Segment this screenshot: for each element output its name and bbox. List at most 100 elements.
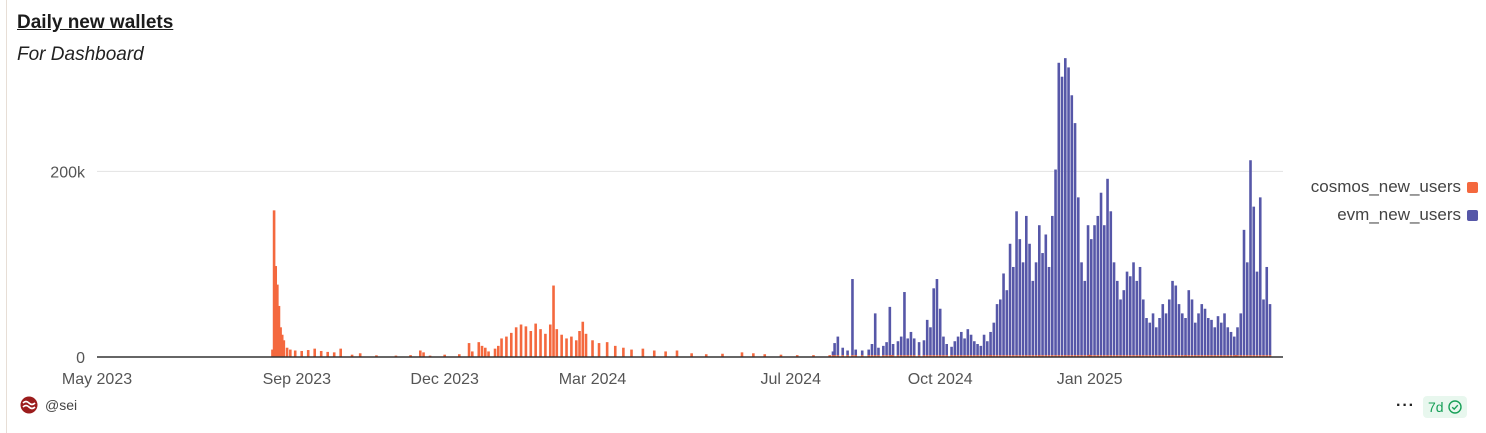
bar-cosmos[interactable] — [960, 355, 963, 357]
bar-cosmos[interactable] — [276, 284, 279, 357]
bar-evm[interactable] — [882, 345, 885, 356]
bar-evm[interactable] — [1239, 313, 1243, 356]
bar-cosmos[interactable] — [332, 352, 336, 357]
bar-evm[interactable] — [854, 349, 858, 356]
bar-evm[interactable] — [1229, 331, 1233, 356]
bar-evm[interactable] — [1063, 58, 1067, 356]
bar-cosmos[interactable] — [1073, 355, 1077, 357]
bar-cosmos[interactable] — [1219, 355, 1223, 357]
bar-evm[interactable] — [1115, 280, 1119, 356]
bar-evm[interactable] — [1005, 290, 1009, 356]
bar-evm[interactable] — [1236, 327, 1239, 356]
bar-evm[interactable] — [1031, 280, 1035, 356]
bar-evm[interactable] — [956, 336, 960, 356]
bar-cosmos[interactable] — [271, 349, 274, 357]
bar-evm[interactable] — [1099, 192, 1103, 356]
bar-evm[interactable] — [1034, 262, 1038, 356]
bar-cosmos[interactable] — [1135, 355, 1139, 357]
bar-evm[interactable] — [1206, 318, 1210, 356]
bar-cosmos[interactable] — [870, 355, 874, 357]
bar-cosmos[interactable] — [1086, 355, 1090, 357]
bar-evm[interactable] — [1135, 280, 1139, 356]
bar-evm[interactable] — [938, 308, 942, 356]
bar-cosmos[interactable] — [282, 340, 286, 357]
bar-cosmos[interactable] — [932, 355, 935, 357]
bar-cosmos[interactable] — [882, 355, 885, 357]
bar-cosmos[interactable] — [841, 355, 845, 357]
bar-cosmos[interactable] — [375, 355, 378, 357]
bar-evm[interactable] — [1080, 262, 1083, 356]
bar-evm[interactable] — [1148, 322, 1152, 356]
bar-cosmos[interactable] — [306, 350, 310, 357]
bar-cosmos[interactable] — [1067, 355, 1070, 357]
bar-evm[interactable] — [1047, 266, 1051, 356]
bar-cosmos[interactable] — [285, 347, 289, 357]
bar-evm[interactable] — [1138, 266, 1142, 356]
bar-cosmos[interactable] — [280, 334, 284, 357]
bar-cosmos[interactable] — [704, 354, 708, 357]
bar-cosmos[interactable] — [457, 354, 461, 357]
bar-cosmos[interactable] — [1145, 355, 1148, 357]
bar-cosmos[interactable] — [552, 285, 555, 357]
bar-cosmos[interactable] — [1002, 355, 1005, 357]
bar-evm[interactable] — [953, 341, 957, 356]
bar-cosmos[interactable] — [534, 323, 537, 357]
bar-cosmos[interactable] — [867, 355, 871, 357]
bar-evm[interactable] — [906, 338, 910, 356]
bar-cosmos[interactable] — [1047, 355, 1051, 357]
bar-cosmos[interactable] — [1034, 355, 1038, 357]
bar-cosmos[interactable] — [812, 355, 815, 357]
bar-evm[interactable] — [1223, 313, 1226, 356]
bar-cosmos[interactable] — [1141, 355, 1145, 357]
bar-evm[interactable] — [899, 336, 903, 356]
bar-cosmos[interactable] — [565, 338, 568, 357]
bar-evm[interactable] — [831, 351, 835, 356]
bar-evm[interactable] — [935, 279, 939, 356]
bar-cosmos[interactable] — [1083, 355, 1087, 357]
bar-evm[interactable] — [885, 342, 888, 356]
bar-evm[interactable] — [873, 313, 877, 356]
bar-cosmos[interactable] — [1028, 355, 1031, 357]
bar-evm[interactable] — [950, 346, 953, 356]
bar-cosmos[interactable] — [422, 352, 425, 357]
bar-cosmos[interactable] — [969, 355, 973, 357]
bar-cosmos[interactable] — [929, 355, 932, 357]
bar-evm[interactable] — [1070, 95, 1074, 356]
bar-cosmos[interactable] — [1093, 355, 1096, 357]
bar-cosmos[interactable] — [1148, 355, 1152, 357]
bar-evm[interactable] — [1021, 262, 1025, 356]
bar-cosmos[interactable] — [1115, 355, 1119, 357]
bar-cosmos[interactable] — [899, 355, 903, 357]
bar-cosmos[interactable] — [752, 353, 755, 357]
bar-cosmos[interactable] — [906, 355, 910, 357]
bar-evm[interactable] — [836, 336, 840, 356]
bar-evm[interactable] — [1125, 271, 1129, 356]
bar-evm[interactable] — [1083, 280, 1087, 356]
bar-evm[interactable] — [851, 279, 854, 356]
bar-cosmos[interactable] — [630, 349, 633, 357]
bar-cosmos[interactable] — [854, 355, 858, 357]
bar-evm[interactable] — [1096, 215, 1100, 356]
bar-cosmos[interactable] — [641, 348, 645, 357]
bar-evm[interactable] — [1171, 280, 1174, 356]
bar-evm[interactable] — [1132, 262, 1135, 356]
bar-cosmos[interactable] — [989, 355, 992, 357]
bar-cosmos[interactable] — [664, 351, 667, 357]
bar-cosmos[interactable] — [467, 343, 471, 357]
bar-cosmos[interactable] — [480, 345, 484, 357]
bar-cosmos[interactable] — [1041, 355, 1044, 357]
bar-cosmos[interactable] — [274, 266, 278, 357]
period-badge[interactable]: 7d — [1423, 396, 1467, 418]
bar-cosmos[interactable] — [973, 355, 976, 357]
bar-evm[interactable] — [1018, 239, 1022, 356]
bar-cosmos[interactable] — [443, 354, 446, 357]
bar-cosmos[interactable] — [995, 355, 999, 357]
bar-cosmos[interactable] — [953, 355, 957, 357]
bar-cosmos[interactable] — [496, 345, 500, 357]
bar-cosmos[interactable] — [1044, 355, 1048, 357]
bar-evm[interactable] — [1200, 304, 1204, 356]
bar-cosmos[interactable] — [293, 350, 297, 357]
bar-cosmos[interactable] — [1242, 355, 1246, 357]
bar-cosmos[interactable] — [1180, 355, 1184, 357]
bar-evm[interactable] — [909, 331, 913, 356]
